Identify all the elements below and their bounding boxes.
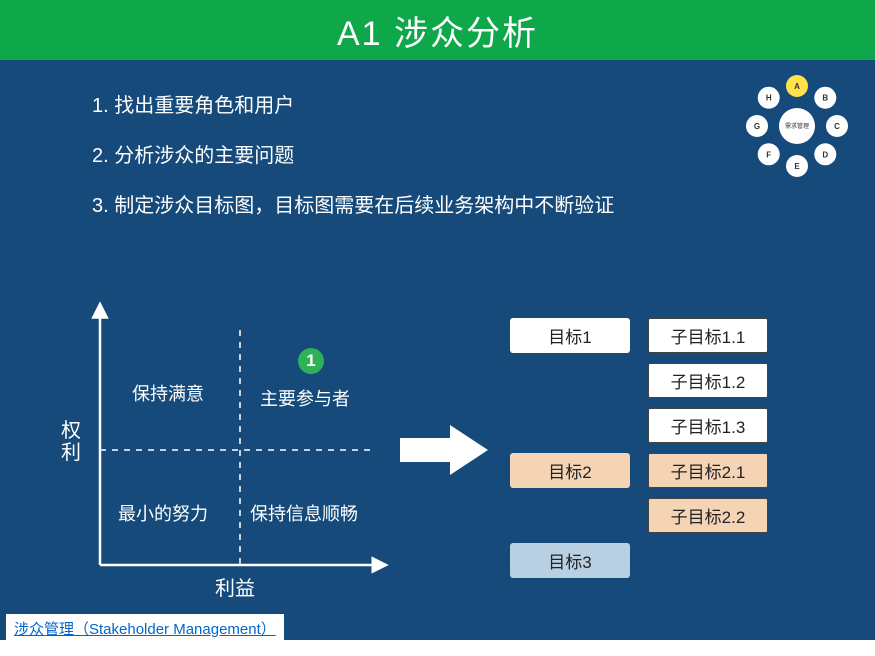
quadrant-top-left: 保持满意 xyxy=(132,380,204,406)
svg-text:B: B xyxy=(822,94,828,103)
slide-title: A1 涉众分析 xyxy=(337,6,538,55)
bullet-list: 1. 找出重要角色和用户 2. 分析涉众的主要问题 3. 制定涉众目标图，目标图… xyxy=(92,90,614,240)
svg-text:C: C xyxy=(834,122,840,131)
quadrant-chart: 权利 利益 保持满意 1 主要参与者 最小的努力 保持信息顺畅 xyxy=(60,300,400,600)
goal-3: 目标3 xyxy=(510,543,630,578)
goal-1: 目标1 xyxy=(510,318,630,353)
arrow-right-icon xyxy=(400,420,490,480)
sub-1-2: 子目标1.2 xyxy=(648,363,768,398)
quadrant-axes xyxy=(60,300,400,600)
svg-text:D: D xyxy=(822,150,828,159)
bullet-2: 2. 分析涉众的主要问题 xyxy=(92,140,614,172)
badge-number: 1 xyxy=(298,348,324,374)
sub-1-3: 子目标1.3 xyxy=(648,408,768,443)
sub-2-2: 子目标2.2 xyxy=(648,498,768,533)
quadrant-bottom-left: 最小的努力 xyxy=(118,500,208,526)
x-axis-label: 利益 xyxy=(215,572,255,601)
goal-2: 目标2 xyxy=(510,453,630,488)
sub-2-1: 子目标2.1 xyxy=(648,453,768,488)
y-axis-label: 权利 xyxy=(60,420,82,464)
svg-text:E: E xyxy=(794,162,800,171)
svg-text:G: G xyxy=(754,122,760,131)
quadrant-top-right: 主要参与者 xyxy=(260,385,350,411)
corner-radial-icon: 需求管理 A B C D E F G H xyxy=(737,68,857,178)
quadrant-bottom-right: 保持信息顺畅 xyxy=(250,500,358,526)
sub-1-1: 子目标1.1 xyxy=(648,318,768,353)
bullet-3: 3. 制定涉众目标图，目标图需要在后续业务架构中不断验证 xyxy=(92,190,614,222)
bullet-1: 1. 找出重要角色和用户 xyxy=(92,90,614,122)
svg-text:F: F xyxy=(766,150,771,159)
goal-tree: 目标1 子目标1.1 子目标1.2 子目标1.3 目标2 子目标2.1 子目标2… xyxy=(510,318,768,578)
svg-text:H: H xyxy=(766,94,772,103)
svg-text:需求管理: 需求管理 xyxy=(785,122,809,130)
svg-text:A: A xyxy=(794,82,800,91)
footer-link[interactable]: 涉众管理（Stakeholder Management） xyxy=(6,614,284,643)
slide: A1 涉众分析 1. 找出重要角色和用户 2. 分析涉众的主要问题 3. 制定涉… xyxy=(0,0,875,640)
title-bar: A1 涉众分析 xyxy=(0,0,875,60)
